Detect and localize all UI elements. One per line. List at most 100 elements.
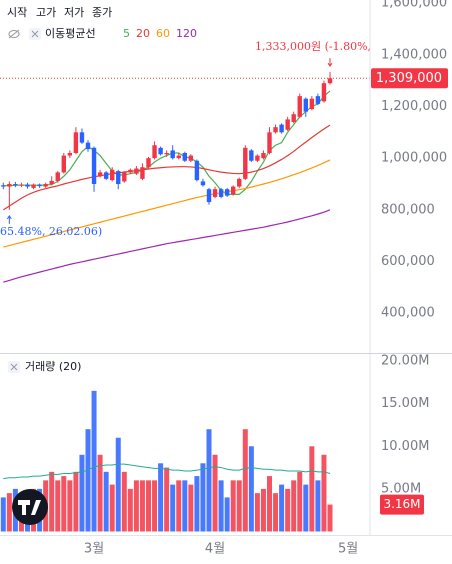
legend-entry: 60 [156, 27, 170, 40]
candle-body [103, 172, 109, 179]
candle-body [188, 155, 194, 161]
logo [12, 489, 48, 525]
candle-body [25, 184, 30, 187]
candle-body [91, 147, 97, 185]
x-tick-label: 5월 [338, 542, 358, 557]
candle-body [261, 152, 266, 159]
volume-bar [146, 480, 151, 532]
candle-body [13, 184, 18, 186]
candle-body [61, 155, 66, 173]
legend-entry: 5 [123, 27, 130, 40]
volume-bar [224, 497, 230, 532]
candle-body [7, 184, 12, 187]
x-tick-label: 4월 [205, 542, 225, 557]
volume-bar [158, 463, 164, 532]
volume-bar [97, 454, 103, 532]
volume-bar [254, 493, 260, 532]
low-annotation: 65.48%, 26.02.06) [0, 225, 102, 238]
volume-bar [109, 484, 115, 532]
candle-body [55, 172, 60, 181]
volume-bar [121, 471, 127, 532]
volume-bar [279, 484, 285, 532]
candle-body [303, 98, 308, 112]
candle-body [255, 155, 260, 161]
candle-body [43, 184, 48, 187]
candle-body [206, 189, 212, 203]
volume-bar [133, 480, 139, 532]
candle-body [146, 158, 151, 168]
candle-body [85, 142, 91, 150]
candle-body [194, 160, 200, 181]
candle-body [273, 127, 278, 133]
candle-body [97, 172, 103, 177]
volume-bar [188, 484, 194, 532]
close-icon[interactable] [29, 28, 41, 40]
y-tick-label: 800,000 [381, 202, 435, 217]
candle-body [224, 189, 230, 196]
volume-title: 거래량 (20) [25, 360, 81, 373]
volume-bar [139, 480, 145, 532]
candle-body [128, 169, 133, 173]
candle-body [237, 178, 242, 187]
volume-bar [176, 480, 182, 532]
candle-body [19, 184, 24, 186]
candle-body [279, 124, 284, 133]
candle-body [67, 152, 73, 156]
volume-bar [303, 484, 309, 532]
volume-bar [327, 504, 333, 532]
candle-body [200, 181, 206, 186]
y-tick-label: 600,000 [381, 254, 435, 269]
volume-bar [49, 471, 55, 532]
y-tick-label: 1,000,000 [381, 151, 447, 166]
volume-ma-line [3, 463, 331, 480]
volume-bar [291, 480, 297, 532]
volume-bar [55, 480, 61, 532]
y-tick-label: 5.00M [381, 481, 421, 496]
volume-bar [0, 497, 6, 532]
last-price-box [371, 68, 448, 89]
volume-bar [236, 480, 242, 532]
volume-bar [127, 488, 133, 532]
volume-bar [73, 471, 79, 532]
ma-line [3, 159, 331, 248]
high-annotation: 1,333,000원 (-1.80%, 26 [255, 40, 389, 53]
candle-body [1, 185, 6, 187]
candle-body [140, 167, 145, 179]
volume-bar [267, 476, 272, 532]
ohlc-label: 종가 [92, 6, 112, 19]
y-tick-label: 400,000 [381, 306, 435, 321]
y-tick-label: 10.00M [381, 439, 429, 454]
candle-body [31, 184, 36, 188]
volume-bar [170, 484, 176, 532]
candle-body [122, 172, 127, 182]
volume-bar [248, 446, 254, 532]
volume-bar [103, 471, 109, 532]
candle-body [164, 152, 169, 155]
y-tick-label: 20.00M [381, 354, 429, 369]
volume-bar [260, 488, 266, 532]
legend-entry: 120 [176, 27, 197, 40]
candle-body [134, 168, 139, 174]
visibility-icon[interactable] [8, 29, 20, 39]
candle-body [218, 189, 224, 197]
candle-body [321, 83, 327, 102]
candle-body [267, 132, 272, 153]
candle-body [49, 180, 54, 185]
candle-body [110, 169, 115, 181]
volume-bar [242, 429, 248, 532]
candle-body [79, 132, 85, 143]
volume-bar [309, 446, 315, 532]
low-marker [6, 214, 12, 224]
ohlc-label: 저가 [64, 6, 84, 19]
volume-bar [152, 480, 158, 532]
close-icon[interactable] [8, 361, 20, 373]
volume-bar [273, 493, 279, 532]
volume-bar [297, 471, 303, 532]
candle-body [116, 171, 121, 185]
candle-body [243, 147, 248, 179]
y-tick-label: 1,600,000 [381, 0, 447, 11]
volume-bar [200, 463, 206, 532]
candle-body [315, 96, 321, 104]
